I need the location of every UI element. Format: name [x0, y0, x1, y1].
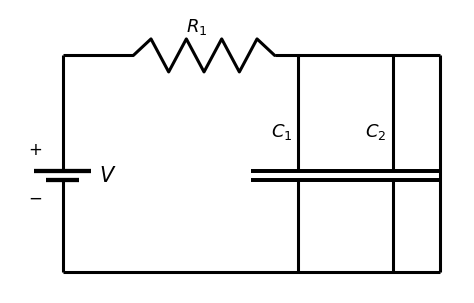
Text: $+$: $+$ — [28, 141, 42, 159]
Text: $C_2$: $C_2$ — [365, 122, 387, 142]
Text: $-$: $-$ — [28, 189, 42, 207]
Text: $C_1$: $C_1$ — [271, 122, 292, 142]
Text: $V$: $V$ — [99, 165, 116, 185]
Text: $R_1$: $R_1$ — [186, 17, 208, 37]
